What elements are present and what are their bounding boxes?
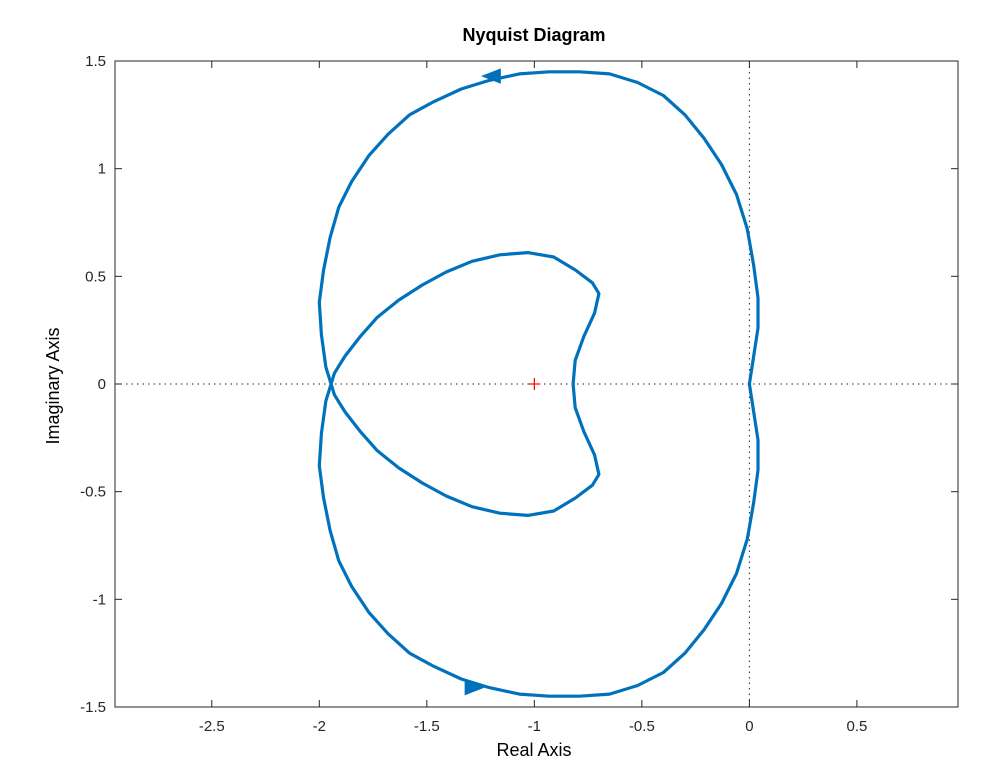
x-tick-labels: -2.5 -2 -1.5 -1 -0.5 0 0.5 [199, 718, 868, 735]
direction-arrows [464, 68, 501, 696]
y-tick-label: 1 [98, 161, 106, 178]
y-tick-label: 0.5 [85, 268, 106, 285]
x-tick-label: -2.5 [199, 718, 225, 735]
x-tick-label: -2 [313, 718, 326, 735]
axis-ticks [115, 60, 958, 708]
y-axis-label: Imaginary Axis [43, 327, 63, 444]
x-tick-label: -1 [528, 718, 541, 735]
y-tick-labels: -1.5 -1 -0.5 0 0.5 1 1.5 [80, 53, 106, 716]
y-tick-label: -0.5 [80, 484, 106, 501]
x-axis-label: Real Axis [496, 740, 571, 760]
x-tick-label: -1.5 [414, 718, 440, 735]
y-tick-label: 0 [98, 376, 106, 393]
x-tick-label: 0 [745, 718, 753, 735]
nyquist-curves [317, 70, 760, 698]
nyquist-curve-negative-frequency [317, 251, 760, 698]
direction-arrow-right [464, 679, 485, 696]
chart-title: Nyquist Diagram [462, 25, 605, 45]
direction-arrow-left [480, 68, 501, 84]
x-tick-label: 0.5 [846, 718, 867, 735]
y-tick-label: -1.5 [80, 699, 106, 716]
y-tick-label: 1.5 [85, 53, 106, 70]
nyquist-curve-positive-frequency [317, 70, 760, 518]
y-tick-label: -1 [93, 591, 106, 608]
critical-point-markers [528, 378, 541, 390]
x-tick-label: -0.5 [629, 718, 655, 735]
